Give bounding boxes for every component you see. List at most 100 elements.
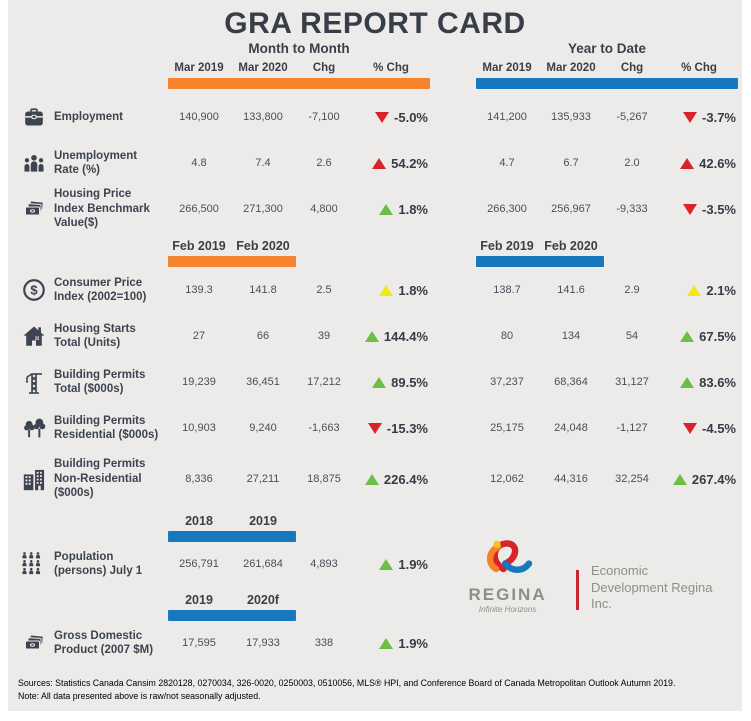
trend-icon — [372, 157, 387, 169]
table-row-population: Population (persons) July 1 256,791 261,… — [8, 542, 742, 586]
value-cell: 32,254 — [615, 473, 649, 485]
trend-icon — [687, 284, 702, 296]
banknotes-icon — [14, 631, 54, 655]
value-cell: 4,800 — [310, 203, 338, 215]
subheader-2019: 2019 — [249, 514, 277, 528]
pct-cell: 2.1% — [660, 283, 738, 298]
trend-icon — [680, 376, 695, 388]
value-cell: -5,267 — [616, 111, 648, 123]
table-row-gdp: Gross Domestic Product (2007 $M) 17,595 … — [8, 621, 742, 665]
regina-logo: REGINA Infinite Horizons Economic Develo… — [451, 532, 731, 614]
value-cell: 139.3 — [185, 284, 213, 296]
regina-r-swoosh-icon — [486, 540, 532, 573]
value-cell: 266,300 — [487, 203, 527, 215]
feb-bar-row — [8, 256, 742, 267]
buildings-icon — [14, 466, 54, 493]
value-cell: 266,500 — [179, 203, 219, 215]
svg-text:$: $ — [30, 283, 38, 298]
table-row-housing-price-index: Housing Price Index Benchmark Value($) 2… — [8, 186, 742, 232]
trees-icon — [14, 415, 54, 441]
value-cell: 25,175 — [490, 422, 524, 434]
value-cell: 133,800 — [243, 111, 283, 123]
value-cell: 4.8 — [191, 157, 207, 169]
subheader-2018: 2018 — [185, 514, 213, 528]
value-cell: 54 — [625, 330, 639, 342]
value-cell: 261,684 — [243, 558, 283, 570]
value-cell: -7,100 — [308, 111, 340, 123]
value-cell: 36,451 — [246, 376, 280, 388]
col-header-chg-ytd: Chg — [620, 62, 644, 74]
trend-icon — [683, 111, 698, 123]
subheader-feb2020-mtm: Feb 2020 — [236, 239, 290, 253]
feb-subheader-row: Feb 2019 Feb 2020 Feb 2019 Feb 2020 — [8, 232, 742, 256]
value-cell: 4.7 — [499, 157, 515, 169]
value-cell: 44,316 — [554, 473, 588, 485]
trend-icon — [680, 157, 695, 169]
trend-icon — [683, 203, 698, 215]
value-cell: 10,903 — [182, 422, 216, 434]
trend-icon — [379, 637, 394, 649]
sources-text: Sources: Statistics Canada Cansim 282012… — [18, 678, 676, 688]
crane-icon — [14, 368, 54, 396]
blue-accent-bar-short — [476, 256, 604, 267]
trend-icon — [379, 284, 394, 296]
value-cell: 2.0 — [624, 157, 640, 169]
value-cell: 39 — [317, 330, 331, 342]
value-cell: 7.4 — [255, 157, 271, 169]
trend-icon — [683, 422, 698, 434]
trend-icon — [364, 473, 379, 485]
pct-cell: 226.4% — [352, 472, 430, 487]
col-header-chg-mtm: Chg — [312, 62, 336, 74]
value-cell: 27 — [192, 330, 206, 342]
trend-icon — [364, 330, 379, 342]
value-cell: 2.5 — [316, 284, 332, 296]
regina-wordmark: REGINA — [468, 585, 547, 604]
value-cell: 4,893 — [310, 558, 338, 570]
value-cell: 8,336 — [185, 473, 213, 485]
pct-cell: -5.0% — [352, 110, 430, 125]
row-label: Building Permits Residential ($000s) — [54, 414, 159, 441]
row-label: Gross Domestic Product (2007 $M) — [54, 629, 154, 656]
accent-bar-row — [8, 78, 742, 89]
section-title-month-to-month: Month to Month — [248, 41, 350, 56]
value-cell: 17,595 — [182, 637, 216, 649]
page-title: GRA REPORT CARD — [224, 7, 526, 40]
value-cell: 2.6 — [316, 157, 332, 169]
row-label: Building Permits Total ($000s) — [54, 368, 146, 395]
row-label: Unemployment Rate (%) — [54, 149, 138, 176]
value-cell: 6.7 — [563, 157, 579, 169]
footer: Sources: Statistics Canada Cansim 282012… — [8, 665, 742, 703]
pct-cell: -15.3% — [352, 421, 430, 436]
pct-cell: 1.8% — [352, 283, 430, 298]
value-cell: 140,900 — [179, 111, 219, 123]
value-cell: 256,967 — [551, 203, 591, 215]
trend-icon — [680, 330, 695, 342]
value-cell: 17,933 — [246, 637, 280, 649]
row-label: Building Permits Non-Residential ($000s) — [54, 458, 146, 500]
value-cell: 12,062 — [490, 473, 524, 485]
table-row-building-permits-non-residential: Building Permits Non-Residential ($000s)… — [8, 451, 742, 507]
value-cell: 9,240 — [249, 422, 277, 434]
section-title-row: Month to Month Year to Date — [8, 41, 742, 56]
people-grid-icon — [14, 551, 54, 578]
gdp-subheader-row: 2019 2020f — [8, 586, 742, 610]
value-cell: 138.7 — [493, 284, 521, 296]
pct-cell: 267.4% — [660, 472, 738, 487]
column-header-row: Mar 2019 Mar 2020 Chg % Chg Mar 2019 Mar… — [8, 56, 742, 78]
banknotes-icon — [14, 197, 54, 221]
col-header-mar2019-ytd: Mar 2019 — [482, 62, 532, 74]
subheader-2019-gdp: 2019 — [185, 593, 213, 607]
value-cell: -9,333 — [616, 203, 648, 215]
value-cell: -1,663 — [308, 422, 340, 434]
pct-cell: 67.5% — [660, 329, 738, 344]
col-header-pctchg-mtm: % Chg — [373, 62, 409, 74]
blue-accent-bar — [476, 78, 738, 89]
value-cell: 256,791 — [179, 558, 219, 570]
pct-cell: 42.6% — [660, 156, 738, 171]
regina-tagline: Infinite Horizons — [478, 605, 537, 614]
value-cell: 338 — [314, 637, 334, 649]
pct-cell: 54.2% — [352, 156, 430, 171]
orange-accent-bar-short — [168, 256, 296, 267]
value-cell: 19,239 — [182, 376, 216, 388]
pct-cell: 83.6% — [660, 375, 738, 390]
